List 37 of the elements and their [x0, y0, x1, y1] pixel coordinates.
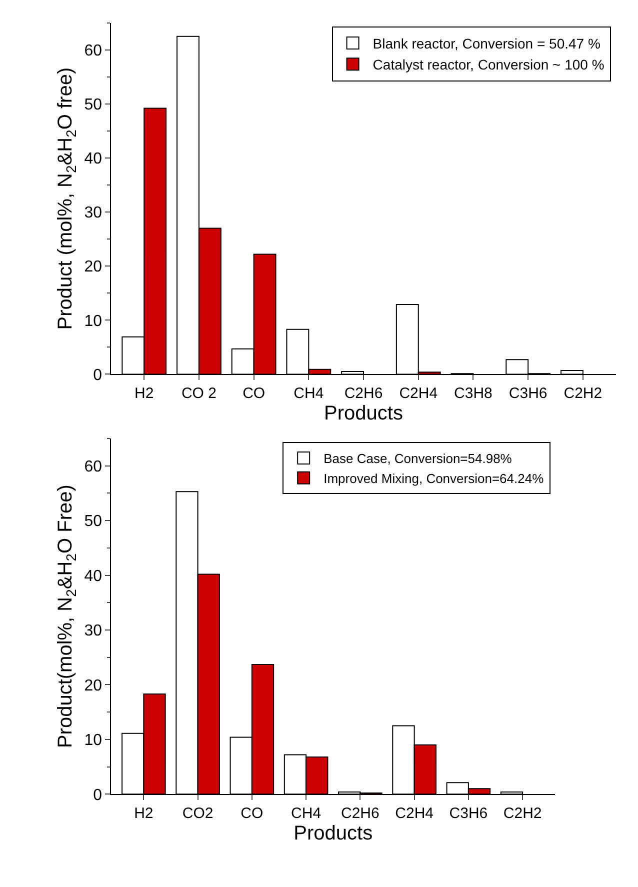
- x-tick-label: C3H6: [449, 805, 488, 822]
- y-tick-label: 40: [84, 568, 102, 585]
- y-tick-label: 30: [84, 622, 102, 640]
- x-tick-label: C2H6: [344, 385, 383, 402]
- y-tick-label: 60: [84, 42, 102, 60]
- y-tick-label: 40: [84, 150, 102, 168]
- x-tick-label: C2H4: [395, 805, 434, 822]
- x-tick-label: CO: [242, 385, 266, 402]
- legend-label: Catalyst reactor, Conversion ~ 100 %: [372, 56, 604, 73]
- legend-label: Improved Mixing, Conversion=64.24%: [324, 470, 544, 486]
- x-tick-label: CO: [240, 805, 264, 822]
- x-tick-label: CH4: [294, 385, 324, 402]
- x-tick-label: CO2: [182, 805, 214, 822]
- x-axis-title: Products: [324, 402, 403, 425]
- x-tick-label: CH4: [291, 805, 322, 822]
- y-tick-label: 50: [84, 96, 102, 114]
- x-tick-label: C2H2: [564, 385, 602, 402]
- legend-label: Base Case, Conversion=54.98%: [324, 451, 512, 466]
- y-tick-label: 60: [84, 458, 102, 476]
- x-tick-label: C2H4: [399, 385, 438, 402]
- y-tick-label: 10: [84, 732, 102, 750]
- y-tick-label: 20: [84, 258, 102, 276]
- x-tick-label: CO 2: [181, 385, 216, 402]
- x-tick-label: C2H6: [341, 805, 380, 822]
- y-tick-label: 10: [84, 312, 102, 330]
- y-tick-label: 0: [93, 366, 102, 384]
- x-tick-label: H2: [134, 805, 154, 822]
- y-tick-label: 30: [84, 204, 102, 222]
- y-tick-label: 20: [84, 677, 102, 694]
- x-tick-label: C3H8: [454, 385, 492, 402]
- x-tick-label: H2: [134, 385, 154, 402]
- x-tick-label: C3H6: [508, 385, 548, 402]
- legend-label: Blank reactor, Conversion = 50.47 %: [372, 35, 600, 52]
- y-tick-label: 50: [84, 513, 102, 530]
- y-tick-label: 0: [93, 786, 102, 804]
- x-tick-label: C2H2: [503, 805, 542, 822]
- x-axis-title: Products: [294, 822, 373, 845]
